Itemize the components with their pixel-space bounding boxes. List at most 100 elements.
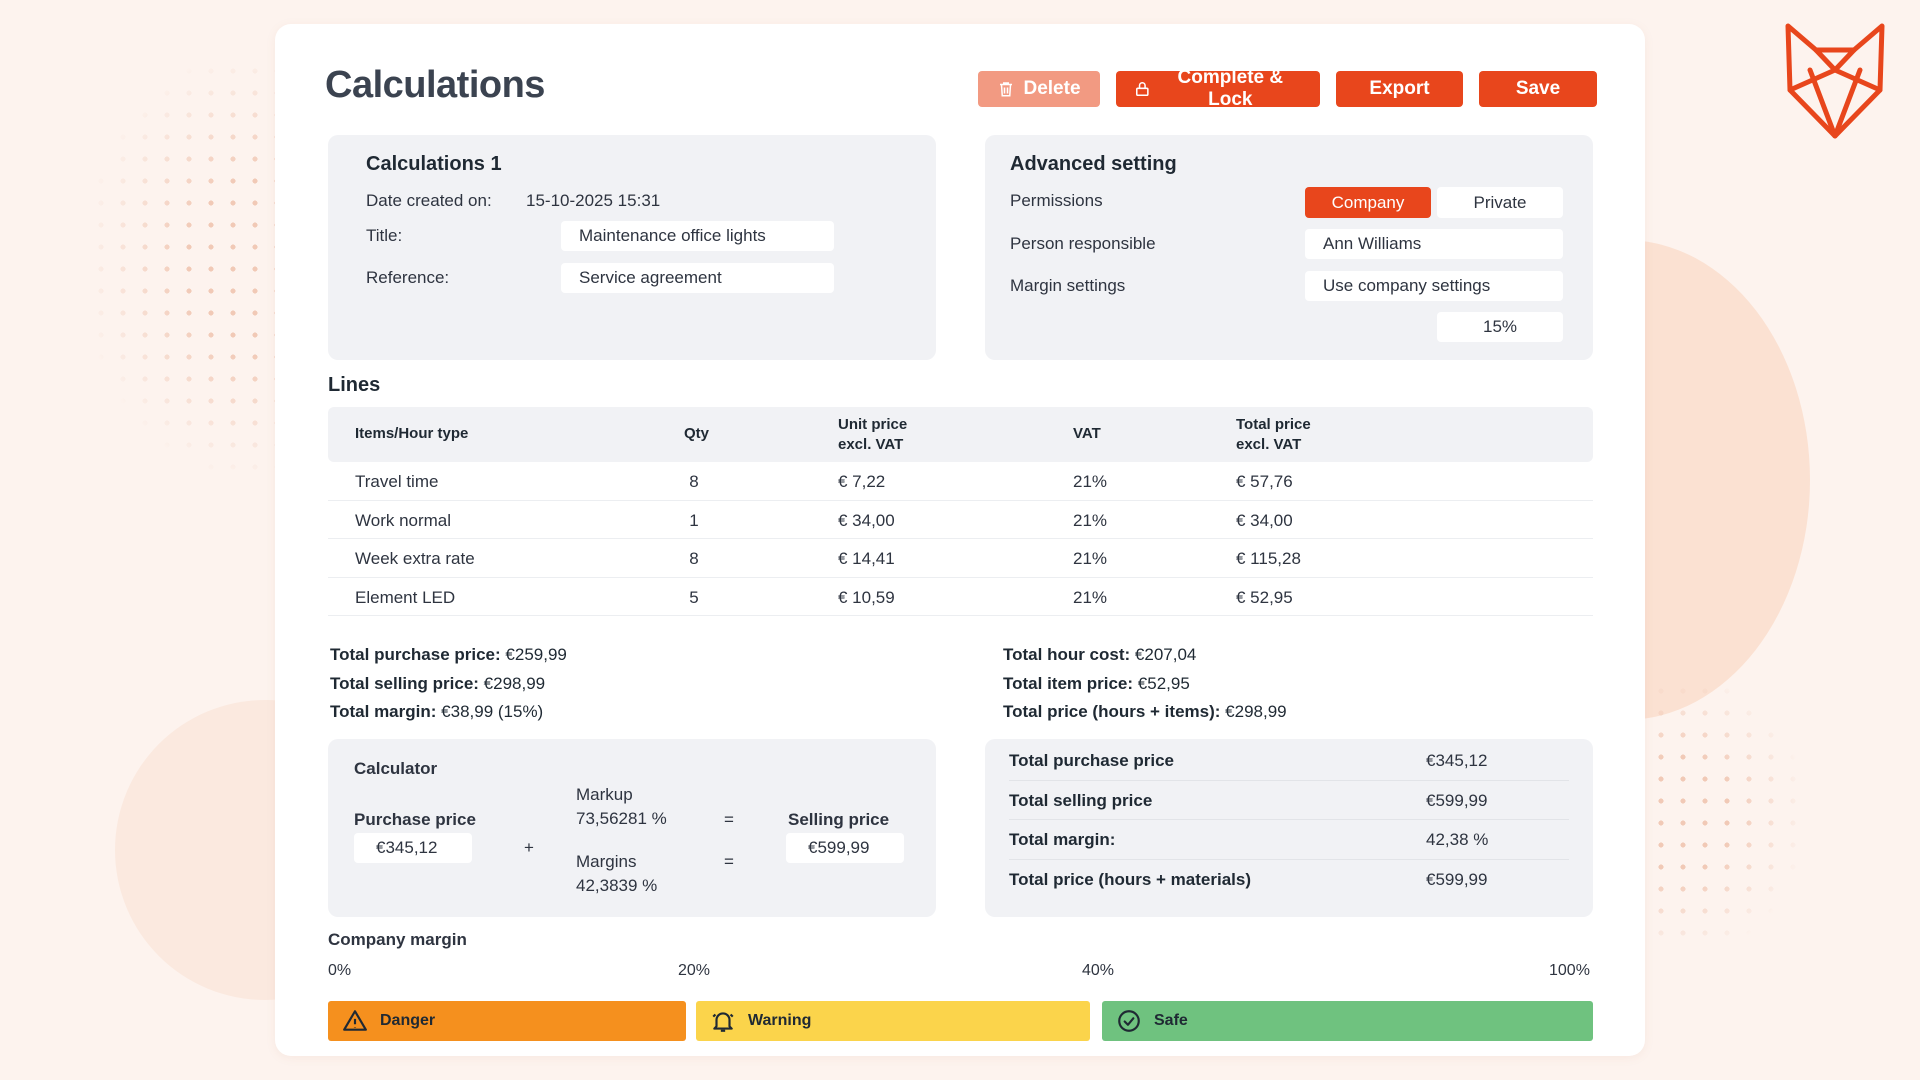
summary-label: Total selling price (1009, 790, 1153, 810)
total-price-header-line1: Total price (1236, 416, 1311, 433)
row-vat: 21% (1073, 510, 1108, 530)
page-title: Calculations (325, 64, 545, 106)
summary-label: Total price (hours + materials) (1009, 869, 1252, 889)
complete-lock-button[interactable]: Complete & Lock (1116, 67, 1320, 110)
permission-company-option[interactable]: Company (1305, 187, 1431, 218)
summary-value: €345,12 (1426, 751, 1488, 770)
permission-private-option[interactable]: Private (1437, 187, 1563, 218)
total-price-line: Total price (hours + items): €298,99 (1003, 698, 1287, 727)
permissions-label: Permissions (1010, 191, 1103, 210)
summary-row: Total selling price €599,99 (1009, 781, 1569, 820)
reference-field[interactable]: Service agreement (561, 263, 834, 293)
row-unit-price: € 7,22 (838, 472, 886, 491)
margins-value[interactable]: 42,3839 % (576, 876, 658, 895)
table-row[interactable]: Week extra rate 8 € 14,41 21% € 115,28 (328, 539, 1593, 578)
column-total-price-header: Total price excl. VAT (1236, 415, 1311, 455)
bell-icon (712, 1012, 734, 1032)
row-qty: 8 (689, 549, 699, 568)
date-created-value: 15-10-2025 15:31 (526, 191, 661, 210)
scale-label-0: 0% (328, 962, 352, 979)
total-price-header-line2: excl. VAT (1236, 436, 1302, 453)
total-price-label: Total price (hours + items): (1003, 702, 1221, 721)
summary-value: €599,99 (1426, 869, 1488, 889)
purchase-price-input[interactable]: €345,12 (354, 833, 472, 863)
totals-right: Total hour cost: €207,04 Total item pric… (1003, 641, 1287, 727)
danger-label: Danger (380, 1012, 436, 1029)
total-price-value: €298,99 (1225, 702, 1287, 721)
table-row[interactable]: Travel time 8 € 7,22 21% € 57,76 (328, 462, 1593, 501)
plus-sign: + (524, 838, 534, 857)
calculator-panel: Calculator Purchase price €345,12 + Mark… (328, 739, 936, 917)
total-selling-label: Total selling price: (330, 673, 479, 693)
table-row[interactable]: Work normal 1 € 34,00 21% € 34,00 (328, 501, 1593, 539)
total-margin-line: Total margin: €38,99 (15%) (330, 698, 567, 727)
row-qty: 5 (689, 587, 699, 607)
total-hour-label: Total hour cost: (1003, 645, 1131, 664)
total-margin-label: Total margin: (330, 702, 437, 721)
purchase-price-label: Purchase price (354, 810, 476, 829)
selling-price-input[interactable]: €599,99 (786, 833, 904, 863)
total-purchase-line: Total purchase price: €259,99 (330, 641, 567, 670)
save-button[interactable]: Save (1479, 71, 1597, 107)
background-dots (90, 60, 280, 470)
margin-settings-select[interactable]: Use company settings (1305, 271, 1563, 301)
person-responsible-field[interactable]: Ann Williams (1305, 229, 1563, 259)
row-total-price: € 115,28 (1236, 549, 1301, 568)
row-total-price: € 57,76 (1236, 472, 1293, 491)
delete-button[interactable]: Delete (978, 71, 1100, 107)
row-item: Week extra rate (355, 549, 475, 568)
complete-lock-label: Complete & Lock (1177, 67, 1284, 110)
trash-icon (1000, 82, 1013, 97)
total-purchase-value: €259,99 (505, 645, 567, 664)
date-created-label: Date created on: (366, 191, 492, 210)
calculation-info-panel: Calculations 1 Date created on: 15-10-20… (328, 135, 936, 360)
advanced-settings-panel: Advanced setting Permissions Company Pri… (985, 135, 1593, 360)
summary-value: 42,38 % (1426, 830, 1489, 849)
column-qty-header: Qty (684, 425, 710, 442)
row-item: Travel time (355, 472, 439, 491)
unit-price-header-line2: excl. VAT (838, 436, 904, 453)
row-vat: 21% (1073, 472, 1108, 491)
warning-triangle-icon (343, 1010, 367, 1031)
row-vat: 21% (1073, 549, 1108, 568)
total-selling-value: €298,99 (483, 673, 546, 693)
margins-label: Margins (576, 852, 637, 871)
safe-band: Safe (1102, 1001, 1593, 1041)
column-item-header: Items/Hour type (355, 425, 469, 442)
summary-row: Total purchase price €345,12 (1009, 741, 1569, 781)
column-vat-header: VAT (1073, 425, 1101, 442)
advanced-heading: Advanced setting (1010, 153, 1177, 175)
row-total-price: € 34,00 (1236, 510, 1293, 530)
export-button[interactable]: Export (1336, 71, 1463, 107)
lines-table: Items/Hour type Qty Unit price excl. VAT… (328, 407, 1593, 616)
equals-sign-margin: = (724, 852, 734, 871)
row-unit-price: € 10,59 (838, 587, 895, 607)
calculation-heading: Calculations 1 (366, 153, 502, 175)
markup-label: Markup (576, 785, 633, 804)
total-item-value: €52,95 (1137, 673, 1190, 693)
background-dots (1650, 680, 1800, 950)
safe-label: Safe (1154, 1012, 1188, 1029)
row-total-price: € 52,95 (1236, 587, 1293, 607)
lock-icon (1136, 82, 1149, 96)
danger-band: Danger (328, 1001, 686, 1041)
margin-percent-field[interactable]: 15% (1437, 312, 1563, 342)
total-item-line: Total item price: €52,95 (1003, 670, 1287, 699)
permissions-toggle: Company Private (1305, 187, 1563, 218)
total-selling-line: Total selling price: €298,99 (330, 670, 567, 699)
row-item: Element LED (355, 587, 456, 607)
total-hour-value: €207,04 (1134, 645, 1197, 664)
row-item: Work normal (355, 510, 452, 530)
lines-heading: Lines (328, 374, 381, 396)
markup-value[interactable]: 73,56281 % (576, 809, 667, 828)
table-header: Items/Hour type Qty Unit price excl. VAT… (328, 407, 1593, 462)
fox-logo (1785, 23, 1885, 139)
title-field[interactable]: Maintenance office lights (561, 221, 834, 251)
table-row[interactable]: Element LED 5 € 10,59 21% € 52,95 (328, 578, 1593, 616)
row-qty: 8 (689, 472, 699, 491)
row-unit-price: € 34,00 (838, 510, 895, 530)
warning-label: Warning (748, 1012, 812, 1029)
calculation-card: Calculations Delete Complete & Lock Expo… (275, 24, 1645, 1056)
summary-panel: Total purchase price €345,12 Total selli… (985, 739, 1593, 917)
company-margin-heading: Company margin (328, 930, 467, 949)
